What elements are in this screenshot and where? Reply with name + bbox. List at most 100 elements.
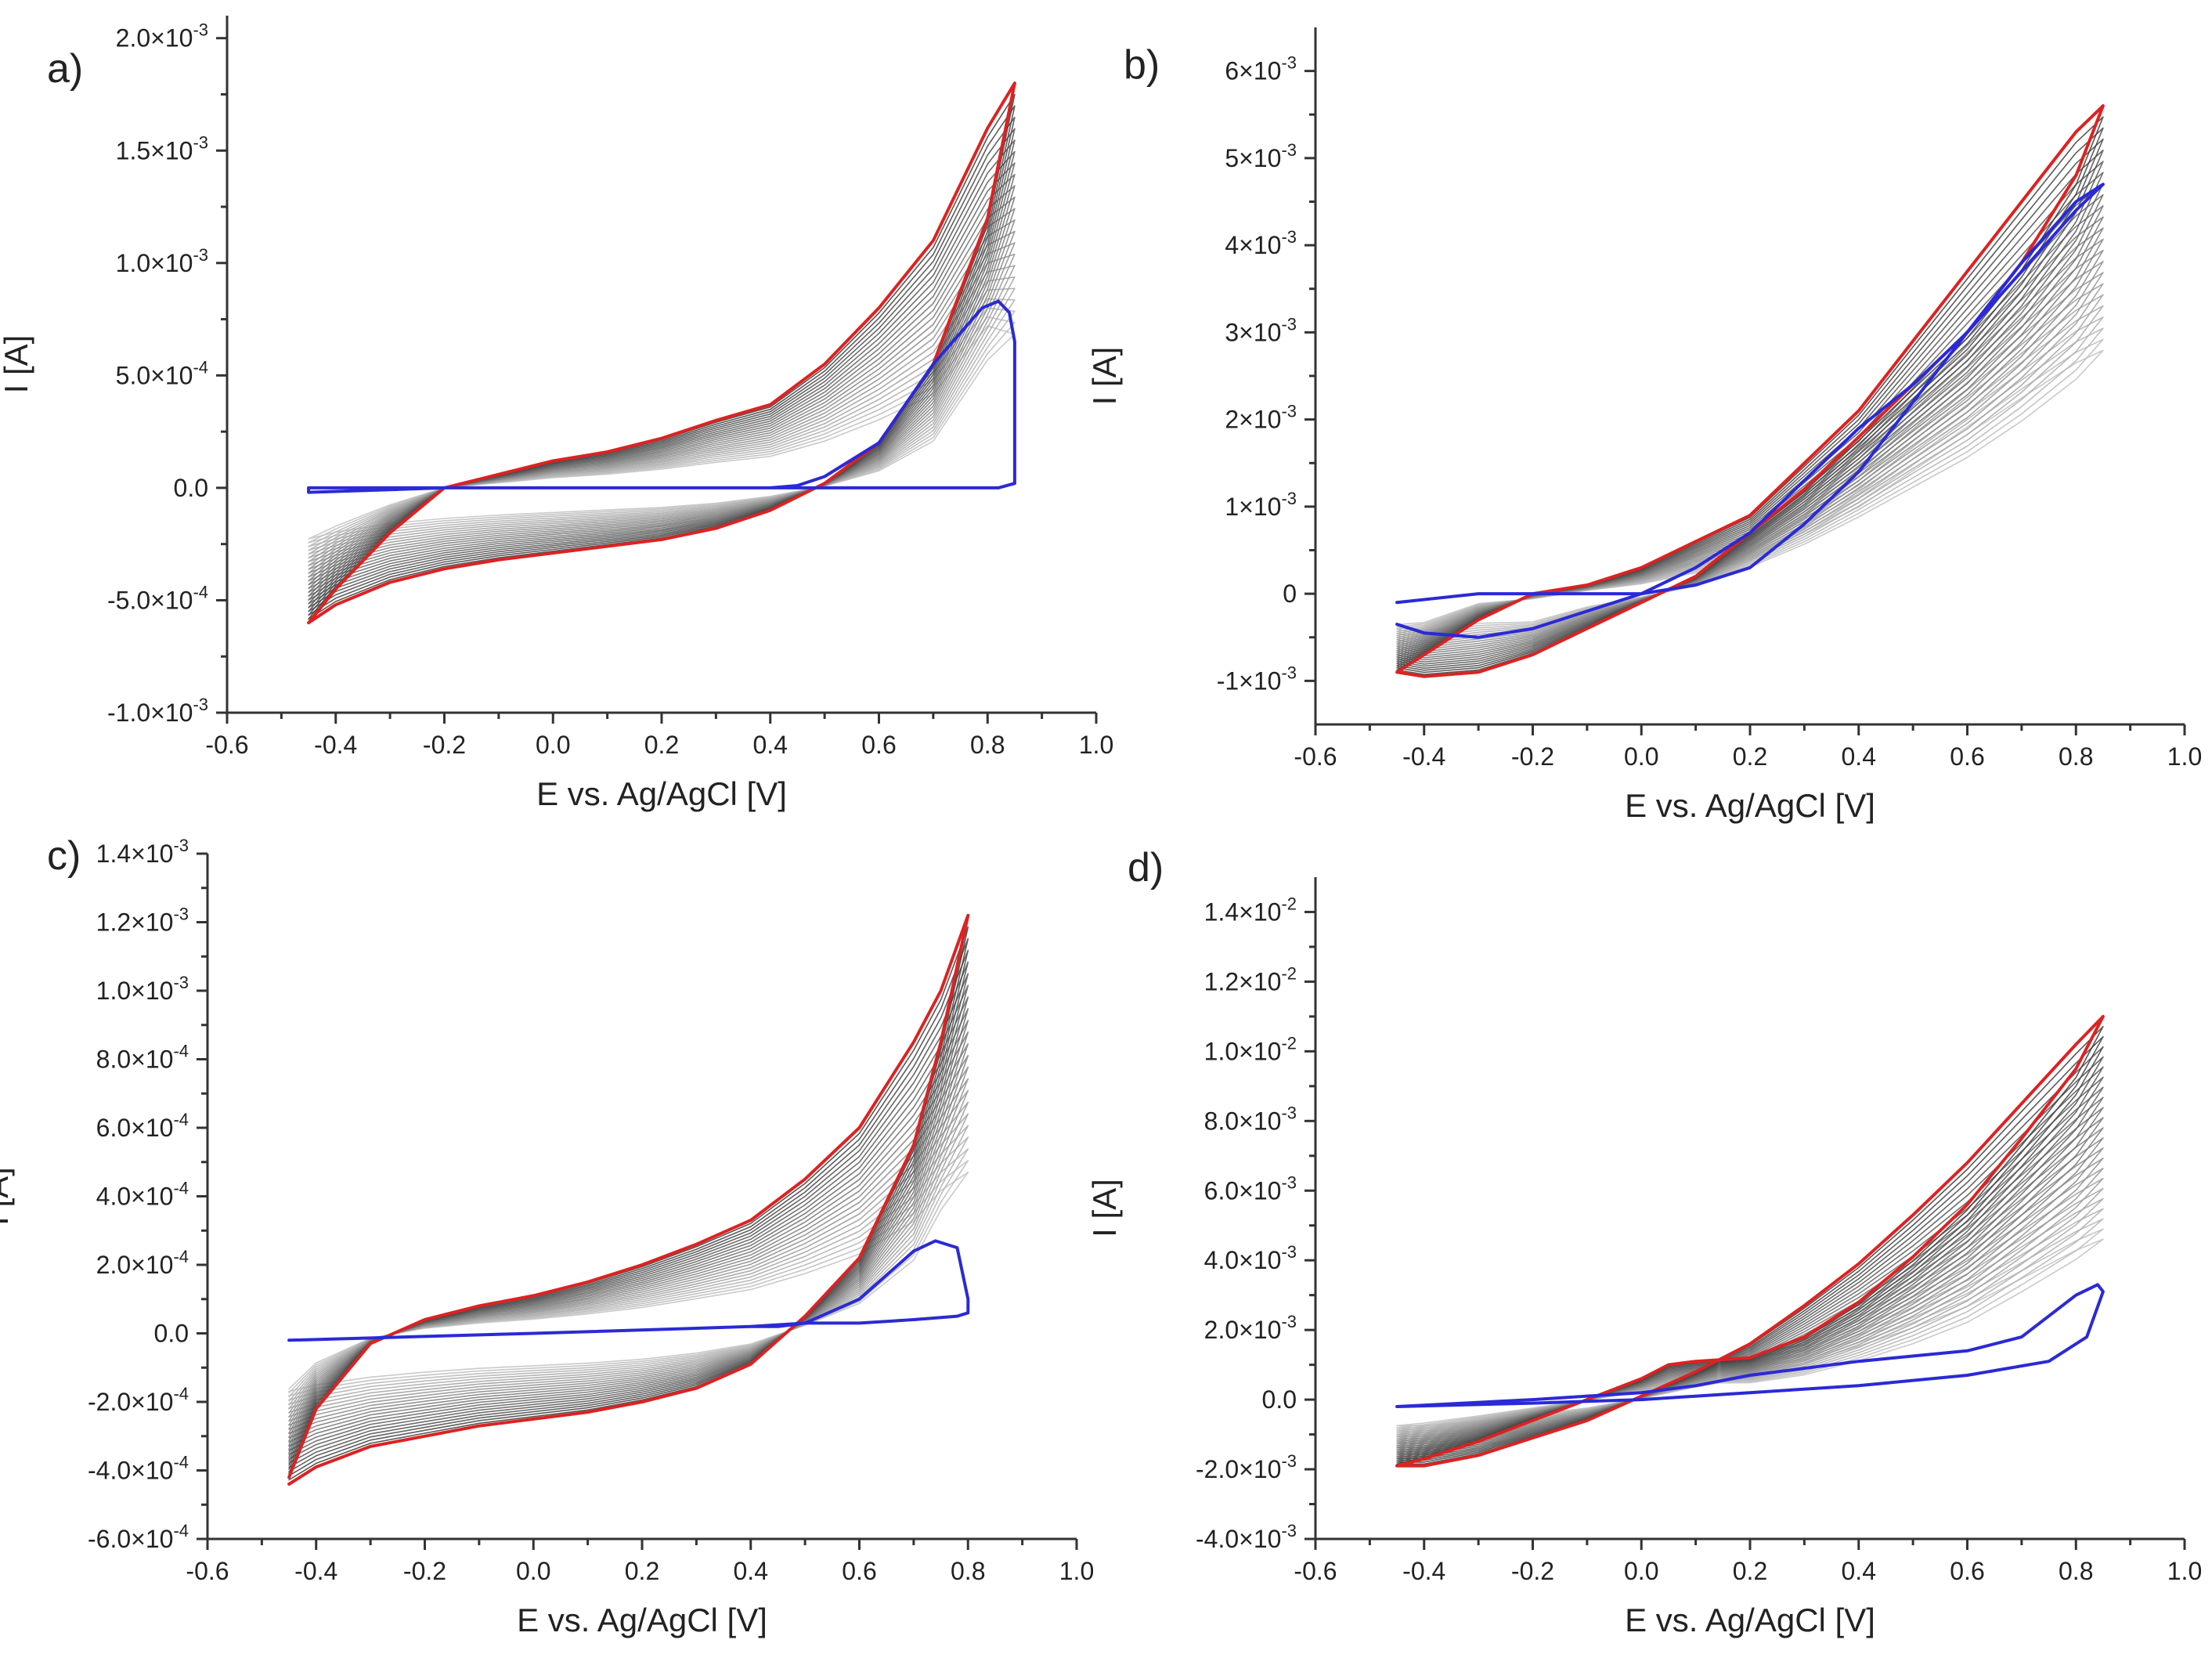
intermediate-cycle-line-c bbox=[288, 937, 969, 1476]
x-tick-label-d: 0.6 bbox=[1950, 1557, 1984, 1585]
intermediate-cycles-a bbox=[308, 93, 1016, 620]
x-tick-label-b: 0.6 bbox=[1950, 742, 1984, 771]
x-tick-label-c: 0.4 bbox=[734, 1557, 768, 1585]
y-tick-label-d: 2.0×10-3 bbox=[1204, 1312, 1297, 1344]
x-tick-label-d: -0.2 bbox=[1511, 1557, 1554, 1585]
first-cycle-line-d bbox=[1395, 1283, 2105, 1408]
intermediate-cycle-line-d bbox=[1396, 1168, 2104, 1439]
intermediate-cycle-line-a bbox=[308, 253, 1016, 566]
intermediate-cycle-line-b bbox=[1396, 116, 2104, 676]
y-tick-label-c: -2.0×10-4 bbox=[88, 1384, 189, 1416]
intermediate-cycle-line-b bbox=[1396, 182, 2104, 663]
y-tick-label-a: 1.0×10-3 bbox=[116, 245, 208, 277]
first-cycle-line-a bbox=[307, 299, 1016, 494]
intermediate-cycle-line-c bbox=[288, 1054, 969, 1435]
x-tick-label-a: 0.8 bbox=[970, 731, 1005, 759]
intermediate-cycles-c bbox=[288, 926, 969, 1481]
y-tick-label-c: 1.4×10-3 bbox=[96, 836, 189, 868]
intermediate-cycle-line-a bbox=[308, 298, 1016, 551]
intermediate-cycle-line-a bbox=[308, 139, 1016, 605]
y-tick-label-a: 1.5×10-3 bbox=[116, 132, 208, 164]
y-tick-label-b: 6×10-3 bbox=[1225, 53, 1297, 85]
intermediate-cycle-line-c bbox=[288, 973, 969, 1464]
y-tick-label-c: 1.0×10-3 bbox=[96, 973, 189, 1005]
intermediate-cycle-line-b bbox=[1396, 283, 2104, 645]
x-tick-label-b: 0.2 bbox=[1733, 742, 1767, 771]
panel-label-d: d) bbox=[1128, 845, 1164, 890]
intermediate-cycle-line-c bbox=[288, 1020, 969, 1447]
panel-label-c: c) bbox=[47, 833, 81, 879]
intermediate-cycle-line-d bbox=[1396, 1086, 2104, 1454]
intermediate-cycle-line-b bbox=[1396, 193, 2104, 661]
y-tick-label-a: -5.0×10-4 bbox=[107, 582, 208, 614]
intermediate-cycle-line-a bbox=[308, 316, 1016, 544]
intermediate-cycle-line-c bbox=[288, 1101, 969, 1418]
x-tick-label-b: 0.8 bbox=[2059, 742, 2093, 771]
y-tick-label-b: 5×10-3 bbox=[1225, 140, 1297, 172]
intermediate-cycle-line-d bbox=[1396, 1238, 2104, 1427]
y-tick-label-d: -4.0×10-3 bbox=[1196, 1521, 1297, 1553]
x-tick-label-d: 0.4 bbox=[1842, 1557, 1876, 1585]
intermediate-cycle-line-c bbox=[288, 1089, 969, 1422]
intermediate-cycle-line-c bbox=[288, 996, 969, 1456]
x-axis-title-b: E vs. Ag/AgCl [V] bbox=[1625, 787, 1875, 824]
panel-a: a) -0.6 -0.4 -0.2 0.0 0.2 0.4 0.6 0.8 1.0 -1.0×10… bbox=[0, 16, 1113, 812]
x-tick-label-d: -0.6 bbox=[1294, 1557, 1337, 1585]
x-tick-label-a: -0.4 bbox=[314, 731, 357, 759]
intermediate-cycle-line-d bbox=[1396, 1147, 2104, 1443]
intermediate-cycle-line-b bbox=[1396, 249, 2104, 651]
intermediate-cycle-line-a bbox=[308, 162, 1016, 597]
y-tick-label-d: 8.0×10-3 bbox=[1204, 1103, 1297, 1135]
intermediate-cycle-line-a bbox=[308, 242, 1016, 570]
intermediate-cycle-line-c bbox=[288, 1136, 969, 1405]
intermediate-cycle-line-b bbox=[1396, 150, 2104, 670]
intermediate-cycle-line-d bbox=[1396, 1197, 2104, 1434]
x-tick-label-c: -0.2 bbox=[403, 1557, 446, 1585]
x-tick-label-b: 1.0 bbox=[2167, 742, 2202, 771]
last-cycle-line-c bbox=[287, 913, 970, 1486]
intermediate-cycle-line-d bbox=[1396, 1056, 2104, 1460]
x-tick-label-c: -0.4 bbox=[294, 1557, 337, 1585]
x-tick-label-c: 0.8 bbox=[951, 1557, 985, 1585]
x-axis-title-a: E vs. Ag/AgCl [V] bbox=[536, 775, 787, 812]
intermediate-cycle-line-b bbox=[1396, 338, 2104, 634]
highlighted-cycles-a bbox=[307, 81, 1016, 625]
y-tick-label-b: 0 bbox=[1283, 580, 1297, 608]
panel-c: c) -0.6 -0.4 -0.2 0.0 0.2 0.4 0.6 0.8 1.0 -6.0×10… bbox=[0, 833, 1094, 1638]
x-tick-label-c: -0.6 bbox=[186, 1557, 229, 1585]
intermediate-cycle-line-c bbox=[288, 1066, 969, 1430]
axes-a: -0.6 -0.4 -0.2 0.0 0.2 0.4 0.6 0.8 1.0 -1.0×10-3 -… bbox=[107, 16, 1113, 759]
x-tick-label-a: 0.0 bbox=[536, 731, 570, 759]
y-tick-label-d: 6.0×10-3 bbox=[1204, 1172, 1297, 1205]
x-tick-label-b: -0.2 bbox=[1511, 742, 1554, 771]
last-cycle-line-d bbox=[1395, 1014, 2105, 1468]
intermediate-cycle-line-d bbox=[1396, 1026, 2104, 1465]
y-tick-label-d: 0.0 bbox=[1262, 1385, 1297, 1414]
y-tick-label-c: 0.0 bbox=[154, 1320, 189, 1348]
x-tick-label-b: 0.0 bbox=[1624, 742, 1658, 771]
y-tick-label-b: 1×10-3 bbox=[1225, 489, 1297, 521]
y-tick-label-b: -1×10-3 bbox=[1217, 663, 1297, 695]
highlighted-cycles-b bbox=[1395, 104, 2105, 678]
x-tick-label-b: -0.4 bbox=[1402, 742, 1445, 771]
first-cycle-line-b bbox=[1395, 182, 2105, 639]
y-tick-label-d: 1.2×10-2 bbox=[1204, 963, 1297, 995]
intermediate-cycles-b bbox=[1396, 116, 2104, 676]
y-tick-label-c: -4.0×10-4 bbox=[88, 1453, 189, 1485]
x-axis-title-d: E vs. Ag/AgCl [V] bbox=[1625, 1602, 1875, 1638]
y-tick-label-a: 2.0×10-3 bbox=[116, 20, 208, 52]
y-tick-label-a: 0.0 bbox=[174, 474, 208, 502]
y-tick-label-b: 2×10-3 bbox=[1225, 402, 1297, 434]
intermediate-cycle-line-b bbox=[1396, 272, 2104, 646]
x-tick-label-d: 0.0 bbox=[1624, 1557, 1658, 1585]
axes-c: -0.6 -0.4 -0.2 0.0 0.2 0.4 0.6 0.8 1.0 -6.0×10-4 -… bbox=[88, 836, 1094, 1585]
x-tick-label-c: 1.0 bbox=[1059, 1557, 1094, 1585]
y-axis-title-c: I [A] bbox=[0, 1167, 15, 1226]
y-axis-title-a: I [A] bbox=[0, 335, 34, 394]
y-tick-label-c: 1.2×10-3 bbox=[96, 905, 189, 937]
last-cycle-line-b bbox=[1395, 104, 2105, 678]
intermediate-cycle-line-d bbox=[1396, 1046, 2104, 1461]
intermediate-cycle-line-d bbox=[1396, 1228, 2104, 1429]
x-tick-label-d: 0.8 bbox=[2059, 1557, 2093, 1585]
